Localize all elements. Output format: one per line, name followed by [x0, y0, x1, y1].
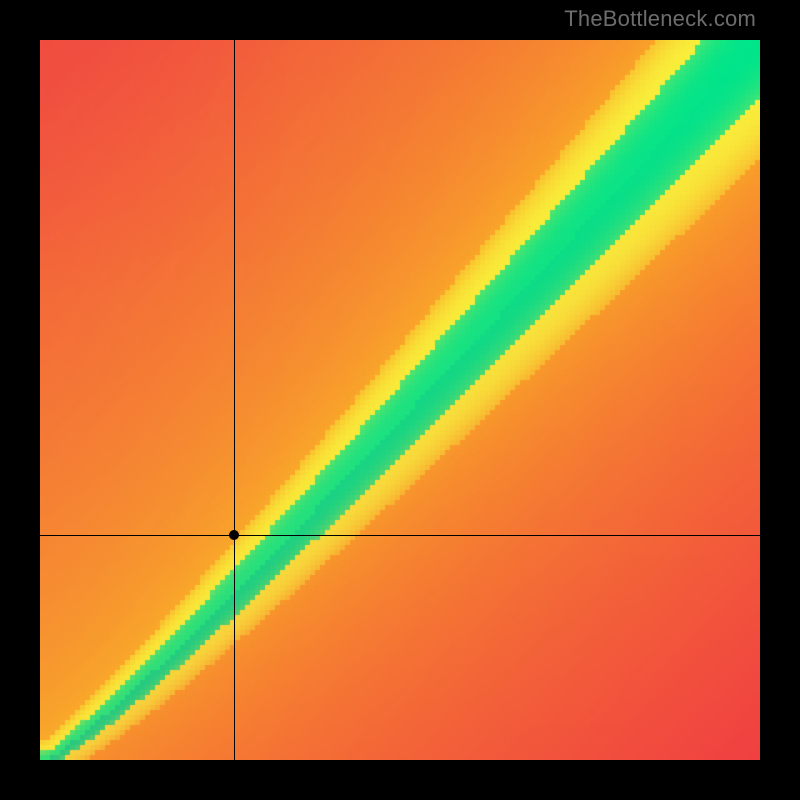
heatmap-canvas — [40, 40, 760, 760]
crosshair-marker — [229, 530, 239, 540]
plot-area — [40, 40, 760, 760]
crosshair-vertical — [234, 40, 235, 760]
chart-frame: TheBottleneck.com — [0, 0, 800, 800]
crosshair-horizontal — [40, 535, 760, 536]
attribution-text: TheBottleneck.com — [564, 6, 756, 32]
